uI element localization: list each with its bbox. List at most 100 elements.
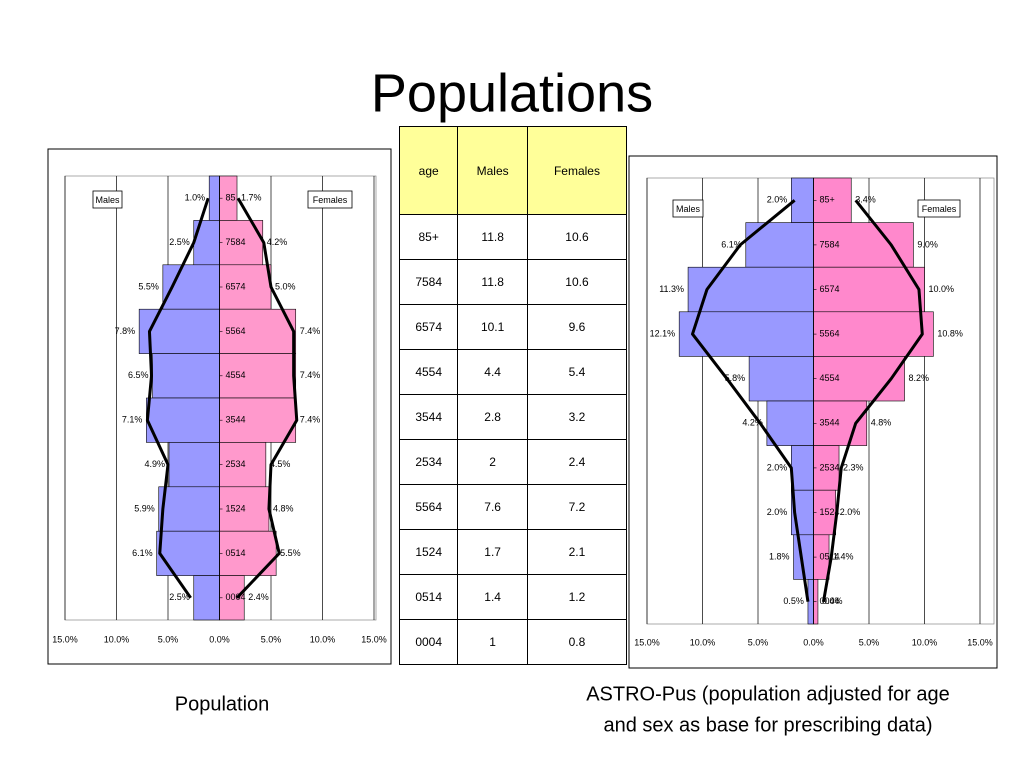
x-tick-label: 5.0% xyxy=(748,637,769,647)
category-label: 3544 xyxy=(820,418,840,428)
category-label: 1524 xyxy=(226,503,246,513)
table-cell: 7.6 xyxy=(457,484,528,530)
legend-box xyxy=(307,190,353,209)
legend-box xyxy=(92,190,123,209)
table-row: 0514 1.4 1.2 xyxy=(398,574,628,620)
data-label: 4.8% xyxy=(273,503,294,513)
table-row: 1524 1.7 2.1 xyxy=(398,529,628,575)
data-label: 5.5% xyxy=(138,281,159,291)
legend-label: Males xyxy=(676,204,701,214)
data-label: 1.4% xyxy=(833,551,854,561)
table-row: 3544 2.8 3.2 xyxy=(398,394,628,440)
bar xyxy=(813,222,914,268)
bar xyxy=(208,175,220,221)
table-cell: 0514 xyxy=(398,574,459,620)
table-cell: 1.7 xyxy=(457,529,528,575)
data-label: 1.8% xyxy=(769,551,790,561)
table-cell: 6574 xyxy=(398,304,459,350)
table-cell: 5564 xyxy=(398,484,459,530)
data-label: 4.8% xyxy=(871,418,892,428)
data-label: 5.8% xyxy=(725,373,746,383)
category-label: 0004 xyxy=(226,592,246,602)
table-row: 5564 7.6 7.2 xyxy=(398,484,628,530)
data-label: 4.9% xyxy=(145,459,166,469)
data-label: 2.0% xyxy=(767,195,788,205)
caption: Population xyxy=(175,693,270,715)
bar xyxy=(158,486,220,532)
data-label: 2.3% xyxy=(843,462,864,472)
table-cell: 2 xyxy=(457,439,528,485)
bar xyxy=(813,400,868,446)
data-label: 5.9% xyxy=(134,503,155,513)
bar xyxy=(219,486,270,532)
table-cell: Females xyxy=(526,126,628,215)
bar xyxy=(219,397,297,443)
data-label: 7.4% xyxy=(300,370,321,380)
bar xyxy=(790,445,814,491)
category-label: 1524 xyxy=(820,507,840,517)
bar xyxy=(219,264,272,310)
table-cell: 0.8 xyxy=(526,619,628,665)
bar xyxy=(678,311,814,357)
bar xyxy=(193,575,220,621)
bar xyxy=(156,530,220,576)
data-label: 6.1% xyxy=(721,239,742,249)
caption: and sex as base for prescribing data) xyxy=(603,714,932,736)
outline-line xyxy=(145,197,210,599)
table-row: 85+ 11.8 10.6 xyxy=(398,214,628,260)
x-tick-label: 5.0% xyxy=(158,634,179,644)
data-label: 6.1% xyxy=(132,548,153,558)
bar xyxy=(748,356,814,402)
data-label: 2.0% xyxy=(767,507,788,517)
data-label: 7.1% xyxy=(122,415,143,425)
table-row: age Males Females xyxy=(398,126,628,215)
data-label: 5.0% xyxy=(275,281,296,291)
data-label: 6.5% xyxy=(128,370,149,380)
table-cell: 4554 xyxy=(398,349,459,395)
data-table: age Males Females 85+ 11.8 10.6 7584 11.8 10.6 65… xyxy=(398,126,628,665)
table-cell: 1.2 xyxy=(526,574,628,620)
data-label: 4.5% xyxy=(270,459,291,469)
category-label: 6574 xyxy=(820,284,840,294)
bar xyxy=(219,308,297,354)
data-label: 8.2% xyxy=(909,373,930,383)
data-label: 3.4% xyxy=(855,195,876,205)
table-cell: 10.6 xyxy=(526,259,628,305)
table-cell: 2.4 xyxy=(526,439,628,485)
category-label: 85 xyxy=(226,193,236,203)
bar xyxy=(807,579,814,625)
x-tick-label: 15.0% xyxy=(967,637,993,647)
data-label: 1.7% xyxy=(241,193,262,203)
x-tick-label: 15.0% xyxy=(634,637,660,647)
table-cell: 7.2 xyxy=(526,484,628,530)
table-cell: 3544 xyxy=(398,394,459,440)
table-cell: 4.4 xyxy=(457,349,528,395)
bar xyxy=(813,177,852,223)
legend-label: Females xyxy=(922,204,957,214)
table-cell: 1524 xyxy=(398,529,459,575)
table-cell: 2534 xyxy=(398,439,459,485)
data-label: 7.4% xyxy=(300,326,321,336)
x-tick-label: 0.0% xyxy=(209,634,230,644)
data-label: 11.3% xyxy=(659,284,684,294)
table-cell: 1.4 xyxy=(457,574,528,620)
table-cell: 2.8 xyxy=(457,394,528,440)
x-tick-label: 10.0% xyxy=(104,634,130,644)
category-label: 0004 xyxy=(820,596,840,606)
table-row: 7584 11.8 10.6 xyxy=(398,259,628,305)
category-label: 5564 xyxy=(226,326,246,336)
data-label: 0.5% xyxy=(783,596,804,606)
table-cell: 2.1 xyxy=(526,529,628,575)
table-row: 0004 1 0.8 xyxy=(398,619,628,665)
category-label: 6574 xyxy=(226,281,246,291)
x-tick-label: 10.0% xyxy=(690,637,716,647)
x-tick-label: 0.0% xyxy=(803,637,824,647)
category-label: 4554 xyxy=(820,373,840,383)
table-cell: age xyxy=(398,126,459,215)
data-label: 7.4% xyxy=(300,415,321,425)
data-label: 4.2% xyxy=(267,237,288,247)
data-label: 2.0% xyxy=(767,462,788,472)
slide-title: Populations xyxy=(371,63,653,123)
